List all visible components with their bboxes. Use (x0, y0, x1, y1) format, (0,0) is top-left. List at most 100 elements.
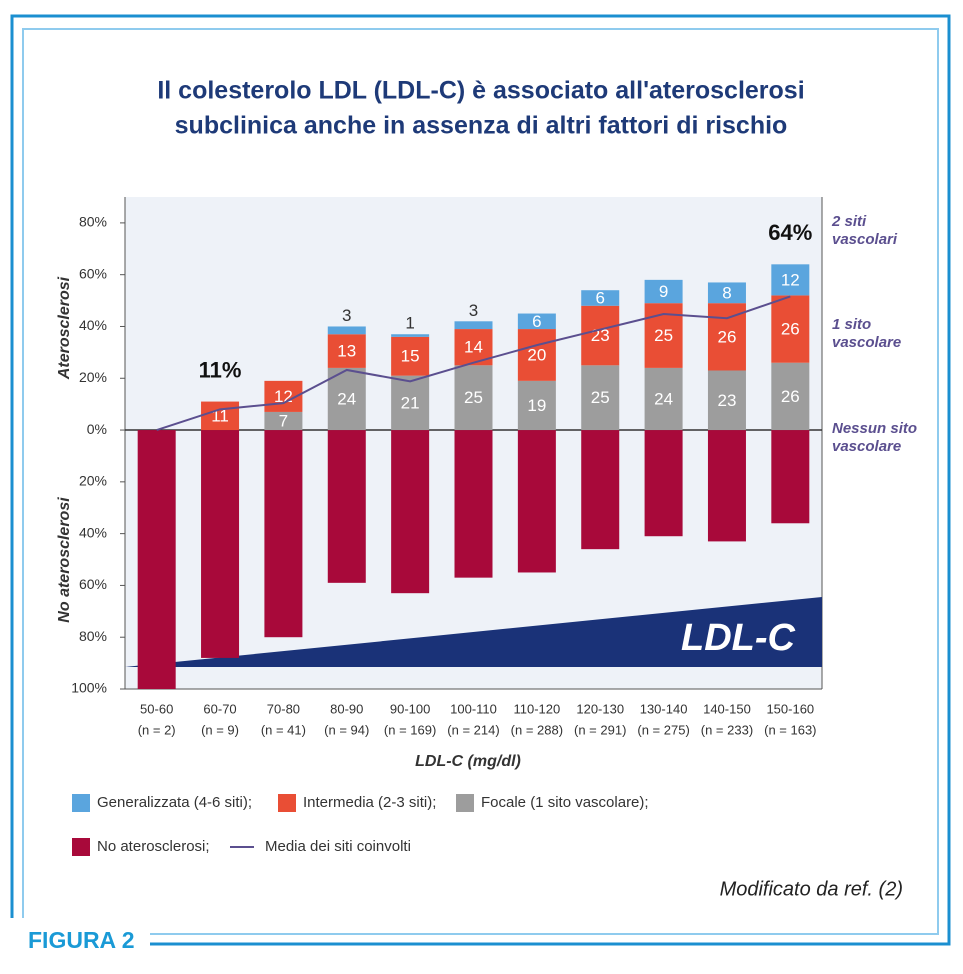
data-label: 9 (659, 282, 668, 301)
data-label: 26 (781, 320, 800, 339)
chart-title: Il colesterolo LDL (LDL-C) è associato a… (157, 77, 804, 105)
bar-segment (137, 430, 176, 689)
data-label: 14 (464, 338, 483, 357)
y-tick-label: 40% (79, 524, 107, 540)
bar-segment (201, 401, 240, 431)
legend-label: Focale (1 sito vascolare); (481, 794, 649, 811)
y2-tick-label: Nessun sito vascolare (832, 420, 918, 456)
y-tick-label: 0% (87, 421, 107, 437)
x-tick-label: 90-100 (390, 701, 430, 716)
data-label: 23 (717, 391, 736, 410)
bar-segment (517, 380, 556, 431)
x-tick-sublabel: (n = 94) (324, 722, 369, 737)
bar-segment (707, 430, 746, 542)
legend-swatch (72, 794, 90, 812)
x-tick-label: 70-80 (267, 701, 300, 716)
frame (10, 14, 951, 946)
x-tick-label: 130-140 (640, 701, 688, 716)
legend-swatch (456, 794, 474, 812)
x-tick-sublabel: (n = 2) (138, 722, 176, 737)
x-axis-label: LDL-C (mg/dl) (415, 753, 521, 770)
x-tick-label: 150-160 (766, 701, 814, 716)
legend-label: Media dei siti coinvolti (265, 838, 411, 855)
x-tick-sublabel: (n = 288) (511, 722, 563, 737)
x-tick-sublabel: (n = 291) (574, 722, 626, 737)
legend-swatch (72, 838, 90, 856)
legend-label: Intermedia (2-3 siti); (303, 794, 436, 811)
y-axis-label: No aterosclerosi (56, 497, 73, 623)
data-label: 3 (342, 306, 351, 325)
data-label: 13 (337, 342, 356, 361)
bar-segment (327, 367, 366, 431)
bar-segment (264, 430, 303, 638)
chart-title: subclinica anche in assenza di altri fat… (175, 112, 788, 140)
data-label: 6 (595, 288, 604, 307)
x-tick-label: 120-130 (576, 701, 624, 716)
wedge-label: LDL-C (681, 617, 796, 659)
bar-segment (327, 334, 366, 368)
data-label: 15 (401, 347, 420, 366)
total-label: 64% (768, 220, 812, 245)
bar-segment (391, 334, 430, 337)
y2-tick-label: 1 sito vascolare (832, 316, 902, 352)
y-axis-label: Aterosclerosi (56, 276, 73, 380)
data-label: 24 (337, 389, 356, 408)
x-tick-label: 110-120 (513, 701, 560, 716)
bar-segment (771, 264, 810, 296)
data-label: 26 (781, 387, 800, 406)
x-tick-label: 80-90 (330, 701, 363, 716)
figure-label-bg (8, 918, 150, 964)
data-label: 1 (405, 314, 414, 333)
bar-segment (454, 430, 493, 578)
ldl-wedge (125, 597, 822, 667)
y-tick-label: 100% (71, 680, 107, 696)
data-label: 25 (654, 326, 673, 345)
x-tick-sublabel: (n = 275) (637, 722, 689, 737)
bar-segment (391, 430, 430, 594)
x-tick-sublabel: (n = 214) (447, 722, 499, 737)
y-tick-label: 40% (79, 317, 107, 333)
bar-segment (771, 295, 810, 363)
y-tick-label: 80% (79, 214, 107, 230)
bar-segment (707, 282, 746, 304)
legend-label: No aterosclerosi; (97, 838, 210, 855)
bar-segment (517, 430, 556, 573)
bar-segment (517, 329, 556, 381)
y-tick-label: 20% (79, 473, 107, 489)
bar-segment (327, 326, 366, 335)
bar-segment (581, 305, 620, 366)
figure-label: FIGURA 2 (28, 927, 135, 953)
bar-segment (454, 321, 493, 330)
data-label: 25 (591, 388, 610, 407)
data-label: 21 (401, 393, 420, 412)
data-label: 3 (469, 301, 478, 320)
bar-segment (707, 370, 746, 431)
bar-segment (771, 430, 810, 524)
bar-segment (264, 411, 303, 431)
bar-segment (327, 430, 366, 583)
x-tick-label: 140-150 (703, 701, 751, 716)
data-label: 6 (532, 312, 541, 331)
data-label: 20 (527, 345, 546, 364)
bar-segment (391, 375, 430, 431)
bar-segment (454, 365, 493, 431)
bar-segment (391, 336, 430, 376)
y-tick-label: 60% (79, 576, 107, 592)
x-tick-sublabel: (n = 9) (201, 722, 239, 737)
legend-label: Generalizzata (4-6 siti); (97, 794, 252, 811)
data-label: 8 (722, 283, 731, 302)
data-label: 24 (654, 389, 673, 408)
data-label: 12 (781, 270, 800, 289)
data-label: 7 (279, 411, 288, 430)
data-label: 19 (527, 396, 546, 415)
x-tick-label: 100-110 (450, 701, 497, 716)
data-label: 26 (717, 327, 736, 346)
frame-inner (22, 28, 939, 935)
bar-segment (644, 279, 683, 304)
data-label: 25 (464, 388, 483, 407)
total-label: 11% (199, 357, 242, 382)
source: Modificato da ref. (2) (720, 878, 903, 900)
x-tick-sublabel: (n = 163) (764, 722, 816, 737)
bar-segment (644, 367, 683, 431)
